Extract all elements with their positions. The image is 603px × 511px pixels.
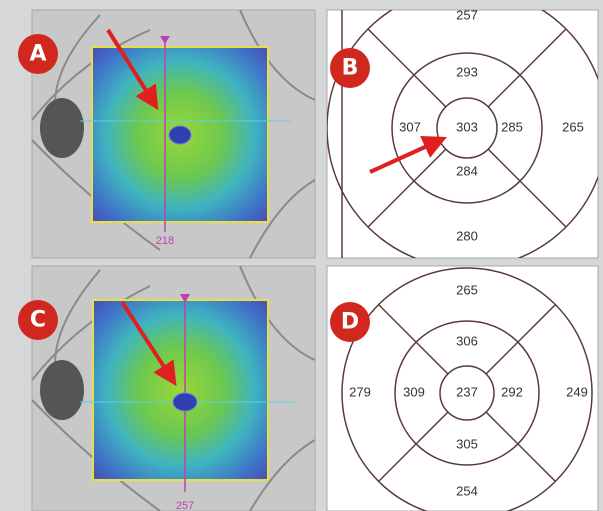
grid-value: 280 [456, 228, 478, 243]
panel-label: B [342, 56, 359, 81]
grid-panel-d: 265 306 279 309 237 292 249 305 254 D [327, 266, 598, 511]
grid-value: 306 [456, 333, 478, 348]
grid-value: 237 [456, 384, 478, 399]
grid-value: 249 [566, 384, 588, 399]
grid-value: 285 [501, 119, 523, 134]
fundus-panel-a: 218 A [18, 10, 315, 258]
grid-panel-b: 257 293 307 303 285 265 284 280 B [327, 0, 603, 268]
panel-label: C [30, 308, 46, 333]
grid-value: 307 [399, 119, 421, 134]
grid-value: 284 [456, 163, 478, 178]
figure: 218 A 257 293 307 303 285 265 284 280 B [0, 0, 603, 511]
page: 218 A 257 293 307 303 285 265 284 280 B [0, 0, 603, 511]
grid-value: 265 [562, 119, 584, 134]
scan-label: 218 [156, 235, 174, 247]
grid-value: 309 [403, 384, 425, 399]
panel-label: A [29, 42, 46, 67]
scan-label: 257 [176, 500, 194, 511]
grid-value: 279 [349, 384, 371, 399]
grid-value: 293 [456, 64, 478, 79]
fundus-panel-c: 257 C [18, 266, 315, 511]
grid-value: 292 [501, 384, 523, 399]
grid-value: 254 [456, 483, 478, 498]
grid-value: 265 [456, 282, 478, 297]
panel-label: D [341, 310, 359, 335]
grid-value: 305 [456, 436, 478, 451]
grid-value: 303 [456, 119, 478, 134]
